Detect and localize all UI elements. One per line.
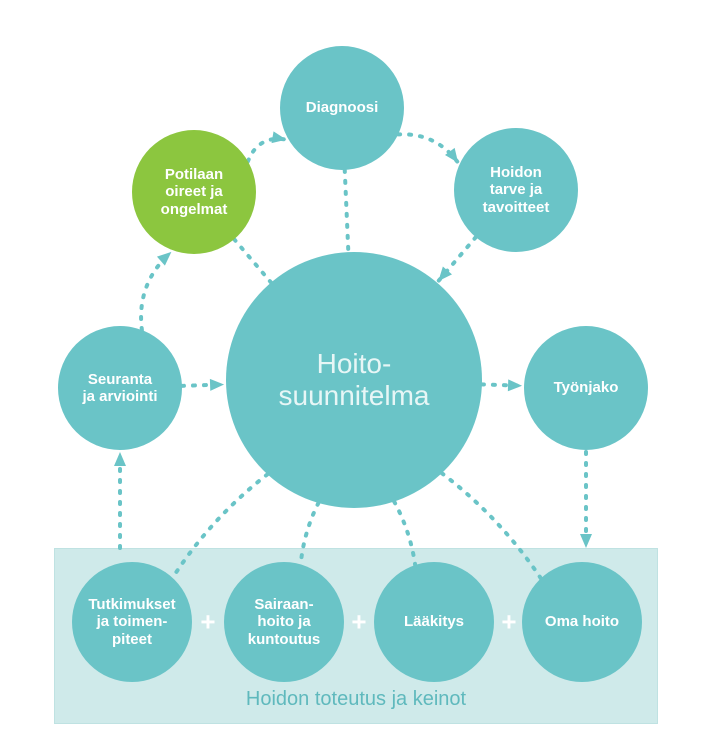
node-label: Potilaanoireet jaongelmat — [161, 166, 228, 218]
node-label: Sairaan-hoito jakuntoutus — [248, 596, 321, 648]
node-sairaan: Sairaan-hoito jakuntoutus — [224, 562, 344, 682]
node-label: Lääkitys — [404, 613, 464, 630]
node-label: Tutkimuksetja toimen-piteet — [88, 596, 175, 648]
node-potilaan: Potilaanoireet jaongelmat — [132, 130, 256, 254]
node-seuranta: Seurantaja arviointi — [58, 326, 182, 450]
diagram-stage: Hoito-suunnitelma Diagnoosi Potilaanoireet… — [0, 0, 709, 748]
node-label: Hoito-suunnitelma — [279, 348, 430, 412]
node-label: Diagnoosi — [306, 99, 379, 116]
node-label: Työnjako — [554, 379, 619, 396]
node-hoidon: Hoidontarve jatavoitteet — [454, 128, 578, 252]
plus-mark: + — [200, 607, 215, 638]
node-tutkimukset: Tutkimuksetja toimen-piteet — [72, 562, 192, 682]
plus-mark: + — [501, 607, 516, 638]
node-label: Hoidontarve jatavoitteet — [483, 164, 550, 216]
node-center: Hoito-suunnitelma — [226, 252, 482, 508]
node-label: Seurantaja arviointi — [82, 371, 157, 406]
node-tyonjako: Työnjako — [524, 326, 648, 450]
bottom-group-label: Hoidon toteutus ja keinot — [54, 688, 658, 711]
node-label: Oma hoito — [545, 613, 619, 630]
node-diagnoosi: Diagnoosi — [280, 46, 404, 170]
plus-mark: + — [351, 607, 366, 638]
node-laakitys: Lääkitys — [374, 562, 494, 682]
node-omahoito: Oma hoito — [522, 562, 642, 682]
